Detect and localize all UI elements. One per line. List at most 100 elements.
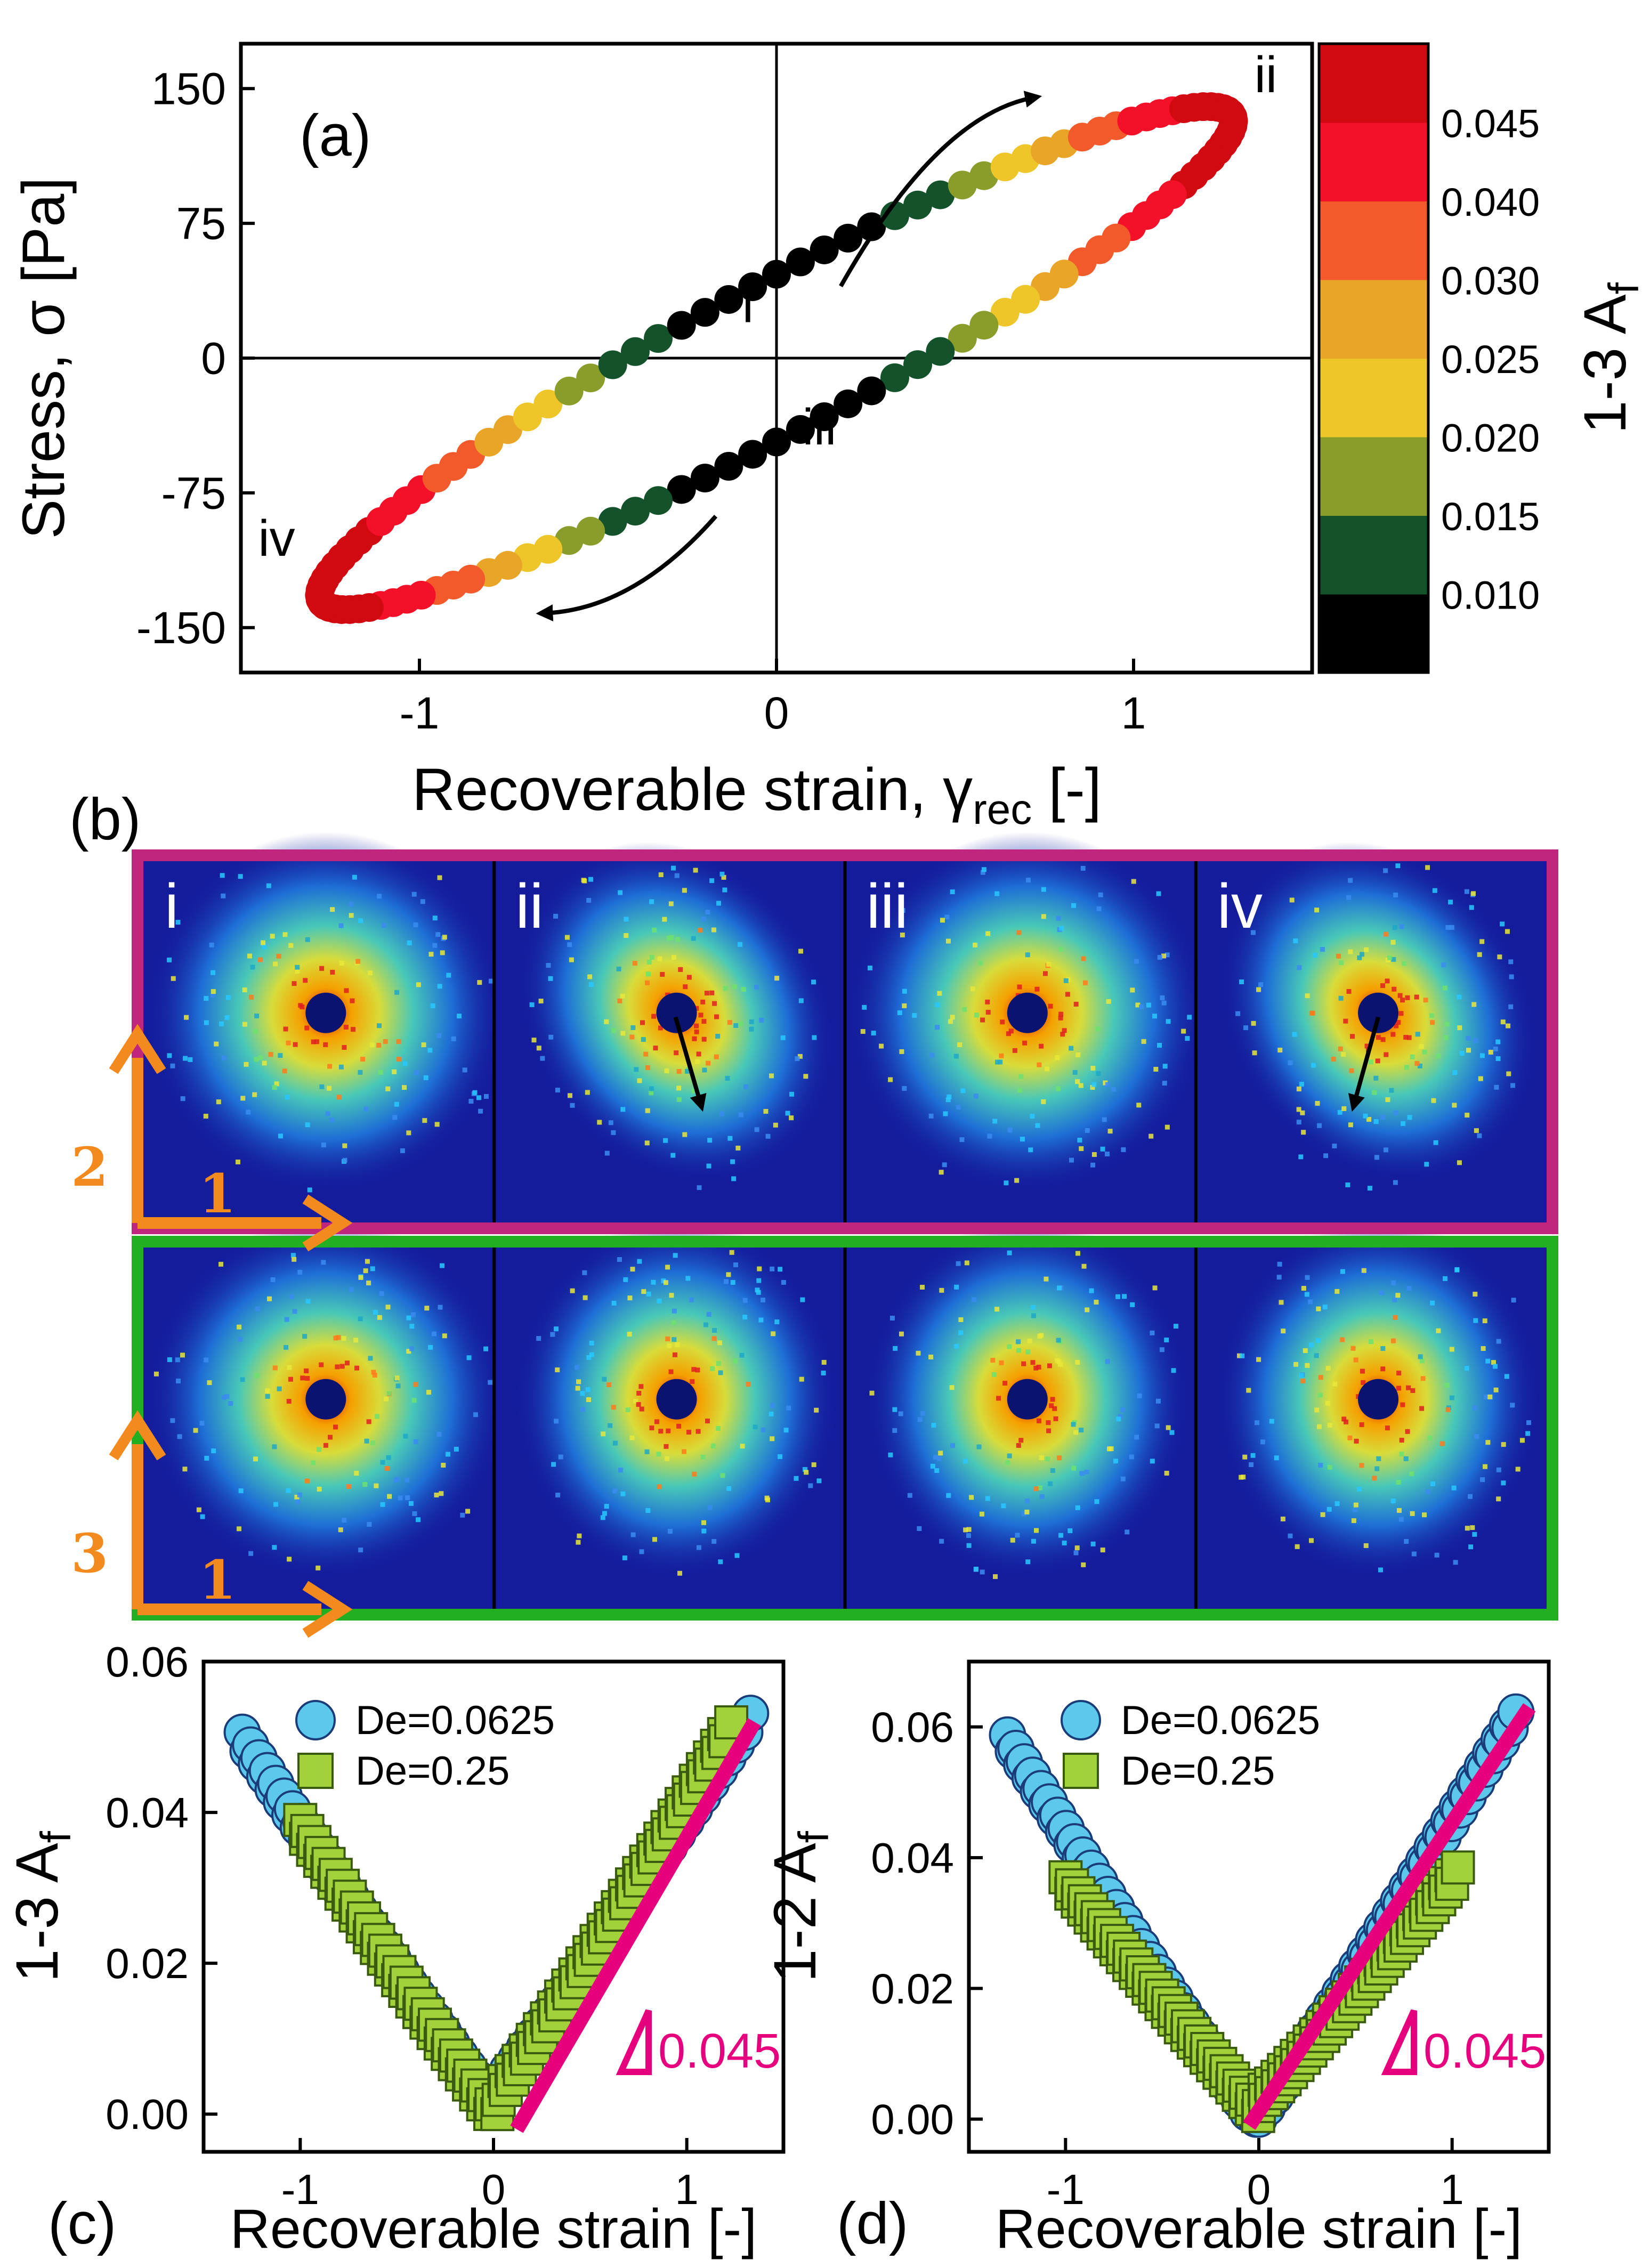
saxs-speckle (1407, 1115, 1412, 1120)
saxs-speckle (1050, 1397, 1055, 1402)
saxs-speckle (1091, 1082, 1097, 1087)
y-tick-label: 150 (151, 64, 226, 114)
saxs-speckle (672, 1337, 677, 1342)
saxs-speckle (1250, 1453, 1256, 1458)
saxs-speckle (1436, 1054, 1441, 1059)
saxs-speckle (657, 1298, 662, 1303)
saxs-speckle (238, 1488, 244, 1494)
saxs-speckle (1164, 1338, 1169, 1343)
saxs-speckle (454, 1446, 459, 1452)
saxs-speckle (644, 1140, 650, 1146)
saxs-speckle (721, 874, 726, 880)
saxs-speckle (800, 1297, 805, 1302)
saxs-speckle (349, 1287, 354, 1292)
saxs-speckle (733, 1023, 739, 1028)
saxs-speckle (1385, 1425, 1390, 1431)
saxs-speckle (1251, 1020, 1256, 1026)
saxs-speckle (630, 1025, 636, 1030)
saxs-speckle (693, 868, 698, 873)
saxs-speckle (999, 1360, 1004, 1365)
saxs-speckle (1389, 1088, 1394, 1093)
saxs-speckle (969, 1495, 974, 1500)
saxs-speckle (575, 1386, 580, 1391)
saxs-speckle (1118, 1414, 1123, 1419)
saxs-speckle (272, 1545, 277, 1550)
saxs-speckle (706, 1311, 711, 1317)
saxs-speckle (1090, 1162, 1096, 1168)
saxs-speckle (531, 1038, 537, 1043)
saxs-speckle (1289, 897, 1295, 903)
saxs-speckle (1397, 993, 1403, 998)
saxs-speckle (716, 901, 722, 906)
colorbar-tick-label: 0.030 (1441, 259, 1540, 303)
legend-marker-square (297, 1753, 334, 1789)
saxs-speckle (623, 1277, 628, 1282)
saxs-speckle (1508, 959, 1514, 965)
panel-a-xlabel-unit: [-] (1032, 756, 1102, 823)
y-tick-label: 0 (201, 333, 226, 383)
saxs-speckle (939, 1287, 944, 1293)
saxs-speckle (1081, 956, 1086, 961)
saxs-speckle (658, 1429, 664, 1434)
saxs-speckle (1006, 1031, 1011, 1036)
saxs-speckle (629, 1435, 635, 1440)
saxs-speckle (409, 1324, 415, 1329)
saxs-speckle (612, 1488, 618, 1494)
legend-marker-circle (295, 1700, 336, 1740)
saxs-speckle (1347, 1435, 1353, 1440)
saxs-speckle (1477, 1133, 1482, 1138)
saxs-speckle (710, 1366, 715, 1371)
saxs-speckle (468, 1099, 474, 1104)
saxs-speckle (1027, 1338, 1032, 1343)
saxs-speckle (731, 1176, 737, 1181)
saxs-speckle (972, 1297, 977, 1302)
saxs-speckle (639, 1406, 644, 1412)
saxs-speckle (1337, 1109, 1342, 1115)
saxs-speckle (237, 1324, 242, 1330)
saxs-speckle (987, 1133, 992, 1139)
saxs-speckle (254, 1057, 259, 1062)
saxs-speckle (177, 1434, 182, 1439)
saxs-speckle (1098, 892, 1103, 897)
saxs-speckle (1419, 1406, 1425, 1411)
saxs-speckle (948, 1019, 953, 1024)
saxs-speckle (383, 1039, 388, 1044)
saxs-speckle (305, 1299, 311, 1304)
saxs-speckle (781, 1279, 786, 1285)
saxs-speckle (204, 996, 209, 1001)
saxs-speckle (175, 920, 181, 925)
saxs-speckle (1025, 1349, 1031, 1355)
saxs-speckle (1441, 962, 1446, 968)
saxs-speckle (285, 1095, 290, 1100)
saxs-speckle (956, 1261, 961, 1266)
saxs-speckle (1157, 1043, 1162, 1048)
saxs-speckle (1048, 1481, 1053, 1486)
saxs-speckle (652, 927, 657, 933)
saxs-speckle (1305, 993, 1310, 999)
saxs-speckle (618, 890, 623, 895)
panel-c-legend: De=0.0625 De=0.25 (295, 1698, 555, 1794)
saxs-speckle (1344, 1419, 1349, 1424)
saxs-speckle (416, 1517, 421, 1522)
saxs-speckle (917, 1526, 922, 1531)
saxs-speckle (440, 1263, 445, 1268)
colorbar-frame (1317, 42, 1430, 674)
saxs-speckle (900, 908, 905, 913)
saxs-speckle (1036, 1418, 1041, 1423)
saxs-speckle (366, 1419, 371, 1424)
saxs-speckle (1120, 1476, 1126, 1481)
saxs-speckle (376, 1023, 382, 1028)
saxs-speckle (221, 1395, 227, 1400)
saxs-speckle (350, 998, 355, 1003)
saxs-speckle (336, 1095, 342, 1100)
saxs-speckle (436, 1033, 442, 1039)
saxs-speckle (366, 1281, 371, 1286)
saxs-speckle (649, 899, 654, 904)
saxs-speckle (575, 1365, 580, 1370)
saxs-speckle (902, 1086, 907, 1091)
saxs-speckle (1004, 1180, 1009, 1186)
saxs-speckle (1383, 868, 1388, 873)
saxs-speckle (421, 1042, 426, 1048)
saxs-speckle (304, 1368, 309, 1373)
saxs-speckle (694, 1006, 699, 1011)
